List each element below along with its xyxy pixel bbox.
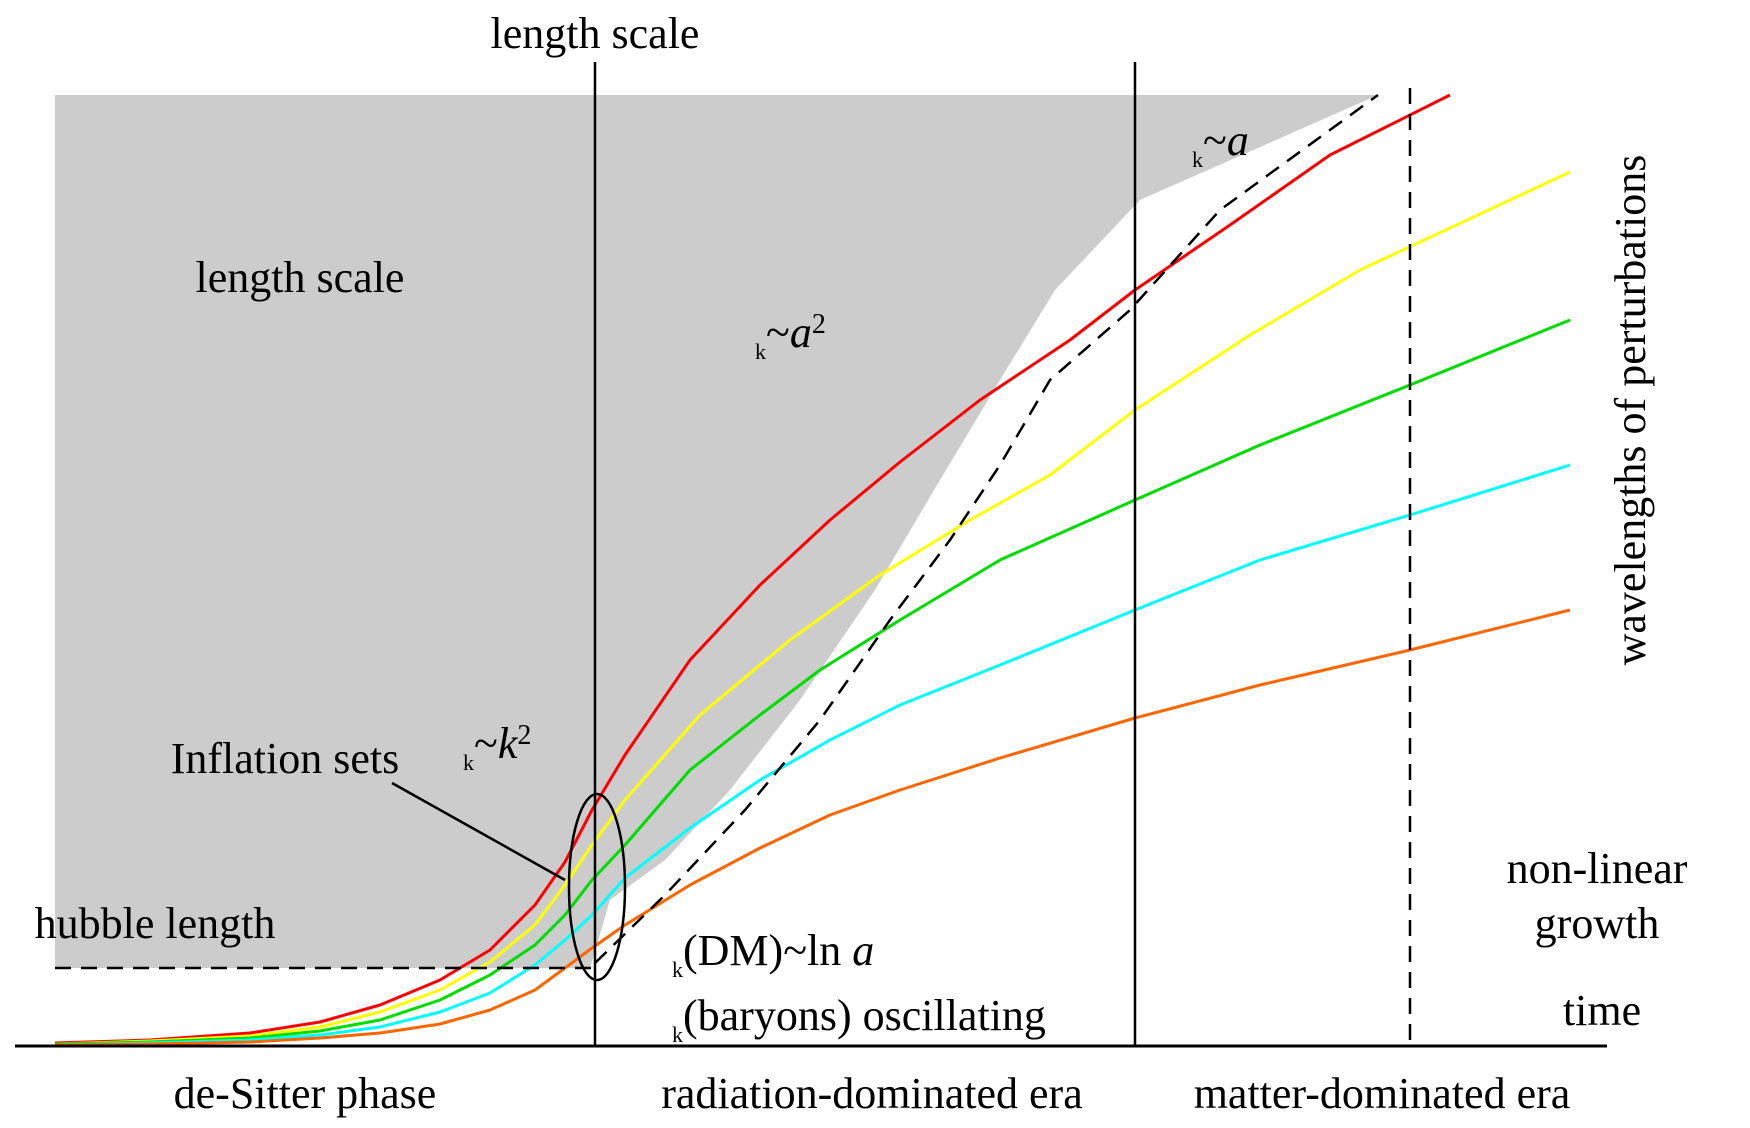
wavelengths-label: wavelengths of perturbations [1606,155,1655,666]
formula-baryons: k(baryons) oscillating [672,991,1046,1047]
phase-radiation-label: radiation-dominated era [661,1069,1082,1118]
phase-de-sitter-label: de-Sitter phase [174,1069,437,1118]
wavelength-curve-cyan [54,463,1571,1047]
wavelength-curves [54,93,1571,1047]
inflation-pointer-line [391,781,566,882]
formula-k-squared: k~k2 [463,719,531,775]
hubble-length-label: hubble length [35,899,276,948]
time-label: time [1563,986,1641,1035]
phase-matter-label: matter-dominated era [1194,1069,1571,1118]
non-linear-label-line2: growth [1535,899,1660,948]
wavelength-curve-orange [54,608,1571,1047]
formula-a-linear: k~a [1192,116,1249,172]
wavelength-curve-red [54,93,1451,1045]
wavelength-curve-yellow [54,170,1571,1046]
formula-a-squared: k~a2 [755,308,826,364]
hubble-radius-dashed-line [594,93,1379,964]
non-linear-label-line1: non-linear [1507,844,1688,893]
top-length-scale-label: length scale [491,9,700,58]
inflation-ellipse [567,792,627,982]
shaded-region [55,95,1378,968]
shaded-length-scale-label: length scale [196,253,405,302]
inflation-sets-label: Inflation sets [171,734,400,783]
wavelength-curve-green [54,318,1571,1046]
formula-dark-matter: k(DM)~ln a [672,926,874,982]
